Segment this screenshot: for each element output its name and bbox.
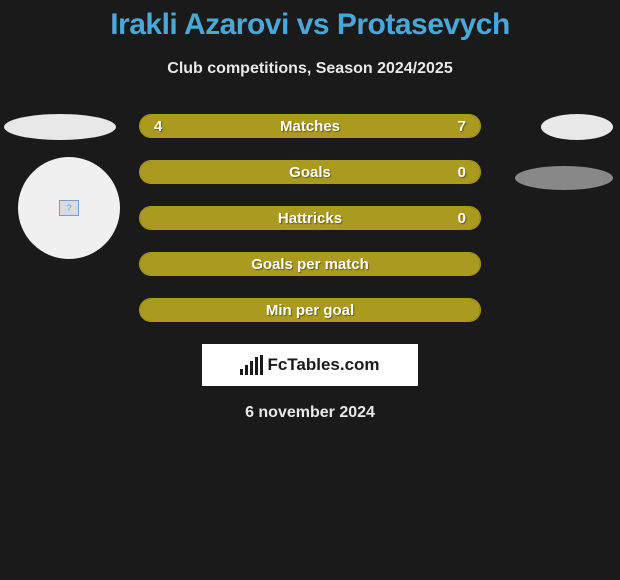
- stat-row-matches: 4 Matches 7: [139, 114, 481, 138]
- avatar-placeholder-icon: ?: [59, 200, 79, 216]
- subtitle: Club competitions, Season 2024/2025: [0, 60, 620, 78]
- page-title: Irakli Azarovi vs Protasevych: [0, 0, 620, 42]
- stat-label: Hattricks: [140, 207, 480, 229]
- stat-row-min-per-goal: Min per goal: [139, 298, 481, 322]
- source-logo: FcTables.com: [202, 344, 418, 386]
- stat-label: Matches: [140, 115, 480, 137]
- logo-bars-icon: [240, 355, 263, 375]
- stat-value-right: 7: [458, 115, 466, 137]
- comparison-area: ? 4 Matches 7 Goals 0 Hattricks 0 Goals …: [0, 114, 620, 422]
- logo-text: FcTables.com: [267, 355, 379, 375]
- player-left-badge: [4, 114, 116, 140]
- player-left-avatar: ?: [18, 157, 120, 259]
- stat-label: Min per goal: [140, 299, 480, 321]
- stat-row-hattricks: Hattricks 0: [139, 206, 481, 230]
- stat-value-right: 0: [458, 207, 466, 229]
- stat-row-goals: Goals 0: [139, 160, 481, 184]
- date-label: 6 november 2024: [0, 404, 620, 422]
- stats-bars: 4 Matches 7 Goals 0 Hattricks 0 Goals pe…: [139, 114, 481, 322]
- stat-label: Goals per match: [140, 253, 480, 275]
- stat-label: Goals: [140, 161, 480, 183]
- player-right-badge-1: [541, 114, 613, 140]
- stat-row-goals-per-match: Goals per match: [139, 252, 481, 276]
- stat-value-right: 0: [458, 161, 466, 183]
- player-right-badge-2: [515, 166, 613, 190]
